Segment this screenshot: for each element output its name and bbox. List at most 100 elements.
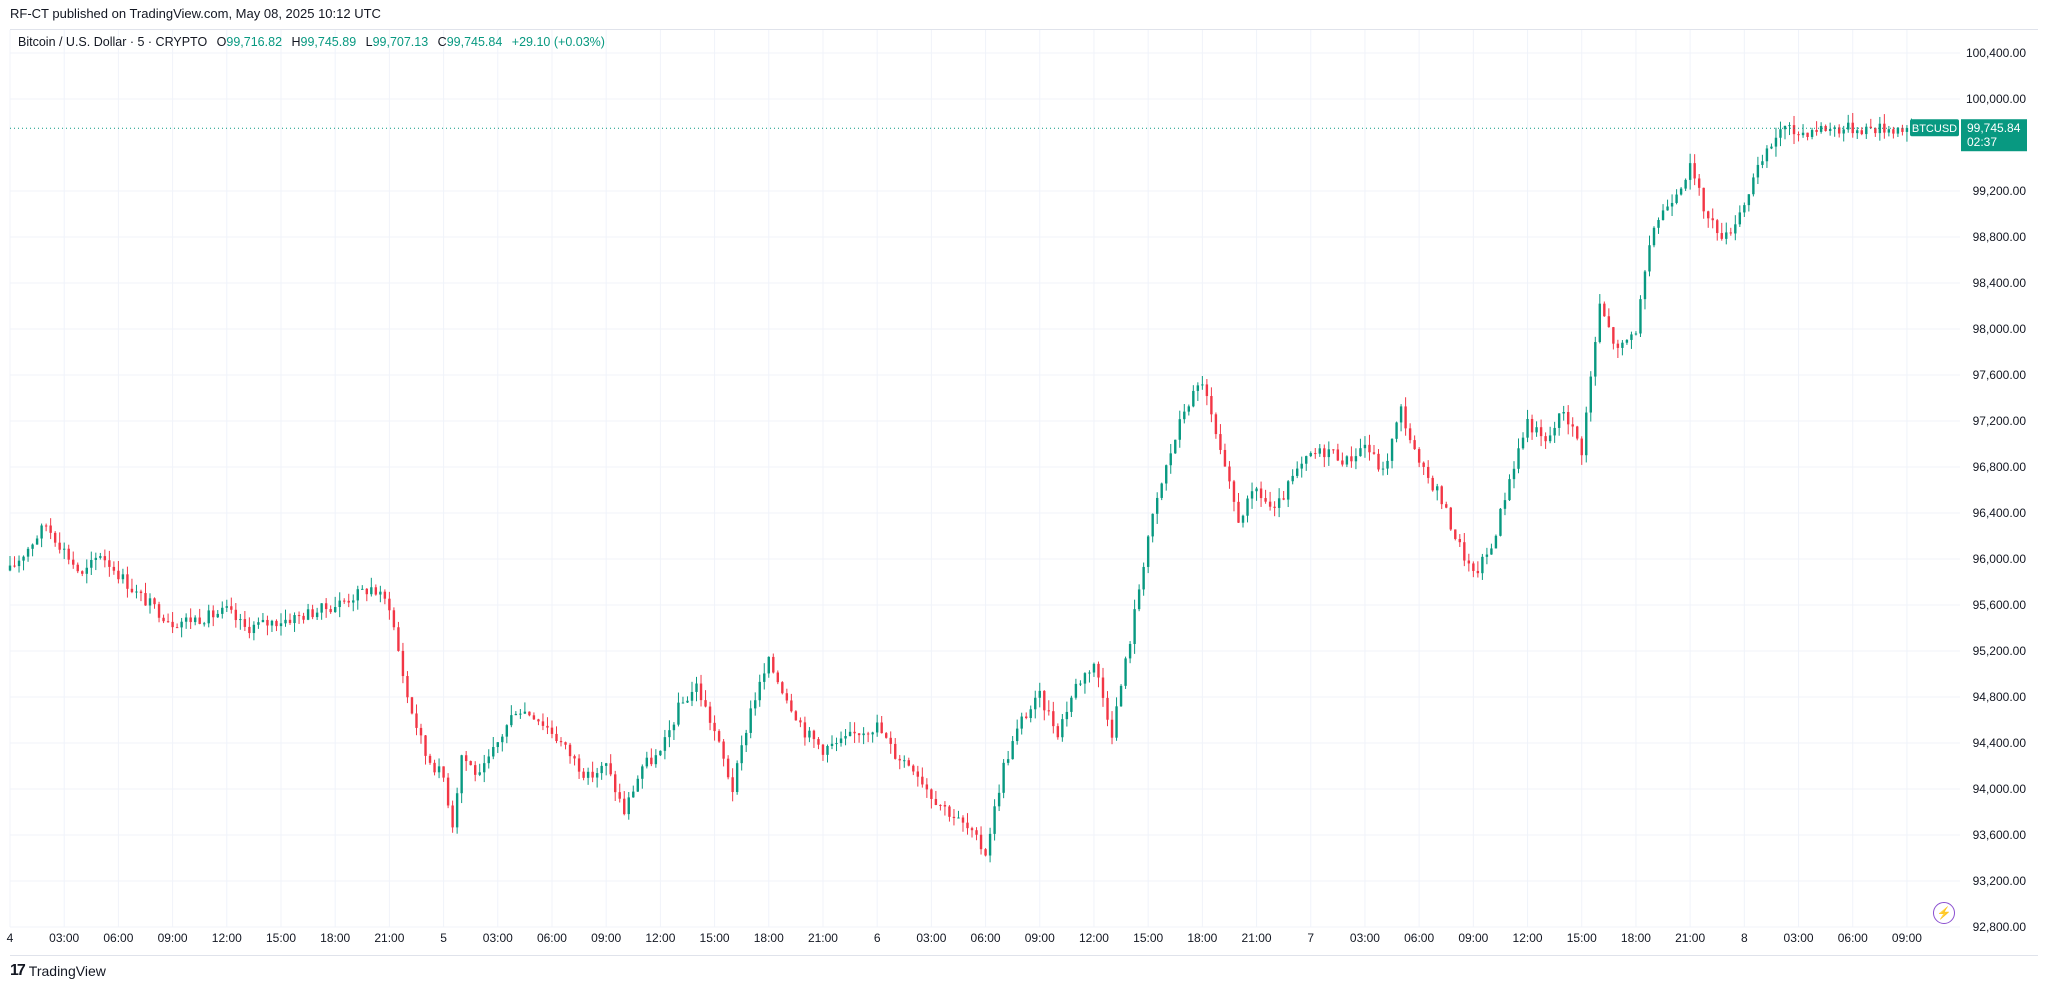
candle (654, 749, 658, 768)
candle-body (1146, 536, 1150, 567)
candle-body (826, 745, 829, 755)
x-tick-label: 21:00 (1242, 931, 1272, 945)
candle-body (1259, 488, 1263, 499)
candle-body (1490, 548, 1493, 555)
candle (1309, 451, 1312, 458)
candle-body (609, 763, 612, 775)
candle (1061, 714, 1064, 742)
candle (943, 801, 947, 816)
candle (1702, 187, 1705, 219)
candle-body (880, 722, 883, 734)
candle-body (1142, 566, 1145, 590)
candle (451, 800, 454, 833)
candle-body (1286, 481, 1290, 500)
candle-body (1761, 161, 1764, 165)
candle (1151, 513, 1154, 543)
candle (939, 804, 942, 811)
candle (1201, 376, 1204, 390)
candle (591, 761, 594, 783)
candle-body (821, 744, 825, 755)
candle (333, 596, 337, 613)
candle (1277, 488, 1281, 518)
candle-body (1110, 719, 1114, 738)
candle-body (212, 610, 215, 618)
candle (76, 562, 79, 574)
candle-body (1815, 130, 1818, 132)
candle-body (1639, 299, 1642, 334)
candle-body (1034, 697, 1037, 710)
candle (1426, 460, 1430, 484)
candle-body (1603, 303, 1606, 317)
candle-body (803, 722, 807, 738)
candle (1729, 227, 1732, 236)
x-tick-label: 06:00 (103, 931, 133, 945)
candle-body (288, 619, 292, 624)
y-tick-label: 93,200.00 (1973, 874, 2027, 888)
candle (1454, 529, 1457, 541)
candle (22, 555, 25, 571)
candle (266, 615, 269, 636)
candle-body (699, 683, 703, 701)
candle (1241, 514, 1245, 528)
candle (1160, 482, 1163, 501)
candle (171, 612, 174, 634)
candle (1341, 452, 1344, 467)
candle-body (157, 604, 161, 618)
candle-body (1255, 488, 1258, 492)
candle-body (270, 620, 274, 626)
candle-body (180, 621, 183, 628)
high-value: 99,745.89 (300, 35, 357, 49)
symbol-title[interactable]: Bitcoin / U.S. Dollar · 5 · CRYPTO (18, 35, 208, 49)
candle-body (966, 822, 969, 829)
candle (763, 663, 766, 690)
candle (428, 753, 432, 765)
candle (866, 731, 870, 743)
candle-body (1341, 460, 1344, 465)
candle-body (591, 771, 594, 778)
candle (329, 605, 332, 614)
candle (1580, 436, 1583, 465)
candle-body (275, 620, 278, 627)
candle-body (523, 711, 527, 714)
candle (1585, 406, 1588, 463)
candle-body (1052, 711, 1055, 727)
candle-body (1788, 125, 1791, 127)
candle (239, 613, 242, 630)
candle (62, 542, 66, 560)
candle-body (1006, 759, 1010, 763)
candle (338, 592, 341, 618)
candle (221, 601, 224, 619)
candle (979, 826, 983, 855)
candle (1761, 154, 1764, 169)
y-tick-label: 98,000.00 (1973, 322, 2027, 336)
candle (67, 544, 70, 565)
candle (514, 711, 518, 716)
candle-body (1634, 333, 1638, 335)
candle (35, 535, 39, 545)
candle-body (794, 711, 798, 721)
candle (1679, 187, 1683, 196)
candle-body (1327, 449, 1331, 458)
candle-body (85, 567, 88, 574)
candle-body (1865, 126, 1868, 135)
candle (880, 715, 883, 734)
candle (1088, 670, 1091, 683)
candle (1815, 121, 1818, 136)
x-tick-label: 21:00 (808, 931, 838, 945)
candle (1187, 404, 1191, 416)
lightning-bolt-icon[interactable]: ⚡ (1933, 902, 1955, 924)
candle (1819, 122, 1823, 134)
candle (708, 701, 712, 731)
candle (1228, 461, 1231, 489)
candle (1738, 205, 1742, 227)
candle-body (930, 789, 933, 799)
candle (1476, 561, 1480, 578)
candle (758, 674, 761, 707)
candle-body (776, 672, 780, 683)
candle (1770, 143, 1773, 150)
candle-body (659, 750, 662, 756)
candle-body (1296, 468, 1299, 476)
candle-body (311, 609, 314, 618)
candle-body (1860, 130, 1863, 135)
